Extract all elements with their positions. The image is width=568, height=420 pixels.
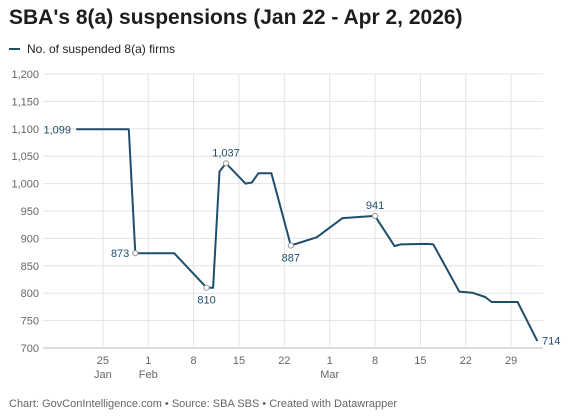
y-tick-label: 1,050 bbox=[11, 151, 39, 163]
y-tick-label: 1,200 bbox=[11, 69, 39, 81]
x-tick-label: 8 bbox=[372, 355, 378, 367]
data-label: 1,037 bbox=[212, 147, 240, 159]
data-label: 887 bbox=[282, 253, 300, 265]
data-point-marker bbox=[288, 243, 293, 248]
x-month-label: Mar bbox=[320, 369, 339, 381]
x-tick-label: 15 bbox=[233, 355, 245, 367]
x-month-label: Feb bbox=[139, 369, 158, 381]
x-tick-label: 25 bbox=[97, 355, 109, 367]
y-tick-label: 750 bbox=[21, 316, 39, 328]
data-point-marker bbox=[133, 251, 138, 256]
x-tick-label: 22 bbox=[460, 355, 472, 367]
y-tick-label: 1,150 bbox=[11, 96, 39, 108]
x-tick-label: 22 bbox=[278, 355, 290, 367]
x-tick-label: 1 bbox=[145, 355, 151, 367]
chart-footer: Chart: GovConIntelligence.com • Source: … bbox=[9, 398, 397, 410]
data-label: 941 bbox=[366, 200, 384, 212]
label-layer: 1,099 873 810 1,037 887 941 714 bbox=[43, 124, 560, 347]
y-tick-label: 800 bbox=[21, 288, 39, 300]
y-tick-label: 1,000 bbox=[11, 179, 39, 191]
grid-layer bbox=[43, 74, 543, 348]
series-layer bbox=[77, 129, 537, 340]
x-tick-label: 8 bbox=[191, 355, 197, 367]
y-tick-label: 950 bbox=[21, 206, 39, 218]
data-point-marker bbox=[204, 285, 209, 290]
data-label: 873 bbox=[111, 248, 129, 260]
x-tick-label: 15 bbox=[414, 355, 426, 367]
x-month-label: Jan bbox=[94, 369, 112, 381]
data-label: 810 bbox=[197, 295, 215, 307]
y-tick-label: 700 bbox=[21, 343, 39, 355]
x-tick-label: 1 bbox=[327, 355, 333, 367]
y-tick-label: 850 bbox=[21, 261, 39, 273]
y-tick-label: 1,100 bbox=[11, 124, 39, 136]
data-label: 1,099 bbox=[43, 124, 71, 136]
axis-layer: 700 750 800 850 900 950 1,000 1,050 1,100 1,150 1,… bbox=[11, 69, 517, 381]
series-line bbox=[77, 129, 537, 340]
y-tick-label: 900 bbox=[21, 233, 39, 245]
x-tick-label: 29 bbox=[505, 355, 517, 367]
data-label: 714 bbox=[542, 335, 560, 347]
data-point-marker bbox=[372, 213, 377, 218]
data-point-marker bbox=[223, 161, 228, 166]
